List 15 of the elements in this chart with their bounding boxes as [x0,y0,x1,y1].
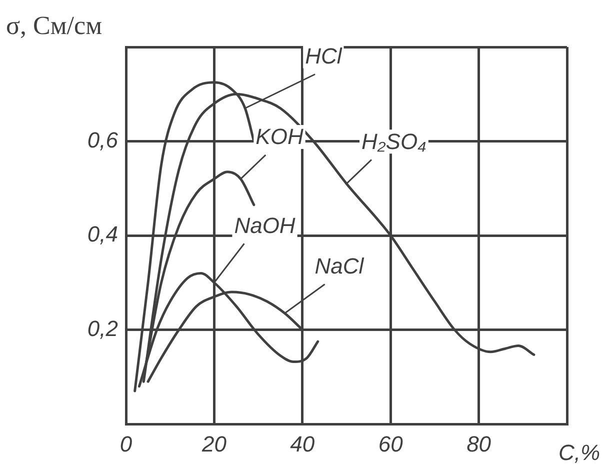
x-tick-label: 60 [378,431,404,456]
text: HCl [305,43,343,68]
x-tick-label: 0 [120,431,133,456]
x-tick-label: 80 [466,431,492,456]
x-tick-label: 20 [200,431,228,456]
series-label: H₂SO₄ [362,128,426,154]
x-axis-title: C,% [558,440,600,465]
y-tick-label: 0,4 [87,222,118,247]
y-tick-label: 0,2 [87,316,118,341]
text: NaOH [234,212,296,238]
y-axis-title: σ, См/см [6,11,102,40]
x-tick-label: 40 [290,431,316,456]
y-tick-label: 0,6 [87,127,119,152]
series-label: KOH [256,124,304,150]
text: NaCl [314,253,365,278]
